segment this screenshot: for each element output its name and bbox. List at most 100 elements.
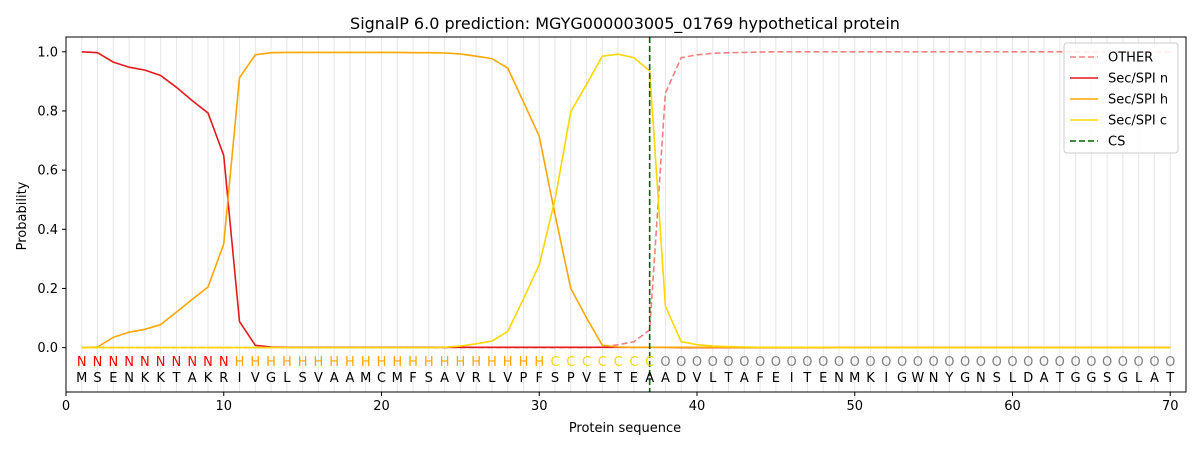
region-label: O bbox=[739, 355, 749, 370]
residue-letter: E bbox=[109, 371, 117, 386]
region-label: H bbox=[298, 355, 308, 370]
legend-label: Sec/SPI h bbox=[1108, 93, 1168, 108]
residue-letter: M bbox=[76, 371, 87, 386]
residue-letter: S bbox=[298, 371, 306, 386]
region-label: O bbox=[692, 355, 702, 370]
residue-letter: L bbox=[283, 371, 291, 386]
residue-letter: S bbox=[425, 371, 433, 386]
region-label: C bbox=[614, 355, 623, 370]
region-label: O bbox=[976, 355, 986, 370]
region-label: O bbox=[1007, 355, 1017, 370]
y-axis-ticks: 0.0 0.2 0.4 0.6 0.8 1.0 bbox=[37, 45, 66, 356]
region-label: N bbox=[77, 355, 87, 370]
region-label: C bbox=[582, 355, 591, 370]
residue-letter: K bbox=[156, 371, 165, 386]
region-label: O bbox=[787, 355, 797, 370]
residue-letter: S bbox=[1103, 371, 1111, 386]
residue-letter: Y bbox=[944, 371, 953, 386]
region-label: O bbox=[1102, 355, 1112, 370]
region-label: O bbox=[881, 355, 891, 370]
residue-letter: T bbox=[1165, 371, 1174, 386]
residue-letter: N bbox=[834, 371, 844, 386]
y-tick-label: 0.6 bbox=[37, 164, 58, 179]
region-label: O bbox=[1055, 355, 1065, 370]
residue-letter: G bbox=[266, 371, 276, 386]
residue-letter: T bbox=[1055, 371, 1064, 386]
residue-letter: L bbox=[709, 371, 717, 386]
x-tick-label: 60 bbox=[1004, 399, 1021, 414]
residue-letter: V bbox=[582, 371, 591, 386]
y-tick-label: 0.4 bbox=[37, 223, 58, 238]
region-label: O bbox=[708, 355, 718, 370]
residue-letter: F bbox=[409, 371, 416, 386]
residue-letter: T bbox=[724, 371, 733, 386]
series-layer bbox=[81, 50, 1171, 349]
residue-letter: V bbox=[456, 371, 465, 386]
residue-letter: I bbox=[884, 371, 888, 386]
region-label: O bbox=[802, 355, 812, 370]
region-label: H bbox=[345, 355, 355, 370]
region-label: O bbox=[1149, 355, 1159, 370]
region-label: O bbox=[944, 355, 954, 370]
region-label: N bbox=[124, 355, 134, 370]
residue-letter: G bbox=[1086, 371, 1096, 386]
x-tick-label: 70 bbox=[1162, 399, 1179, 414]
residue-letter: M bbox=[849, 371, 860, 386]
region-label: H bbox=[424, 355, 434, 370]
residue-letter: M bbox=[392, 371, 403, 386]
region-label: N bbox=[156, 355, 166, 370]
x-tick-label: 20 bbox=[373, 399, 390, 414]
residue-letter: P bbox=[567, 371, 575, 386]
residue-letter: W bbox=[911, 371, 924, 386]
residue-letter: A bbox=[645, 371, 654, 386]
residue-letter: S bbox=[993, 371, 1001, 386]
residue-letter: G bbox=[897, 371, 907, 386]
region-label: H bbox=[455, 355, 465, 370]
region-label: H bbox=[235, 355, 245, 370]
region-label: N bbox=[187, 355, 197, 370]
residue-letter: K bbox=[866, 371, 875, 386]
y-tick-label: 0.0 bbox=[37, 341, 58, 356]
legend-label: CS bbox=[1108, 135, 1125, 150]
x-tick-label: 50 bbox=[846, 399, 863, 414]
residue-letter: C bbox=[377, 371, 386, 386]
residue-letter: A bbox=[1150, 371, 1159, 386]
y-axis-title: Probability bbox=[15, 181, 30, 250]
region-label: C bbox=[550, 355, 559, 370]
y-tick-label: 0.2 bbox=[37, 282, 58, 297]
residue-letter: A bbox=[661, 371, 670, 386]
residue-letter: E bbox=[772, 371, 780, 386]
region-label: O bbox=[1070, 355, 1080, 370]
region-label: N bbox=[108, 355, 118, 370]
residue-letter: G bbox=[1118, 371, 1128, 386]
region-label: O bbox=[992, 355, 1002, 370]
residue-letter: G bbox=[960, 371, 970, 386]
residue-letter: M bbox=[360, 371, 371, 386]
residue-letter: A bbox=[345, 371, 354, 386]
region-label: C bbox=[566, 355, 575, 370]
x-tick-label: 10 bbox=[215, 399, 232, 414]
region-label: H bbox=[314, 355, 324, 370]
region-label: H bbox=[503, 355, 513, 370]
region-label: O bbox=[928, 355, 938, 370]
residue-letter: N bbox=[976, 371, 986, 386]
x-tick-label: 30 bbox=[531, 399, 548, 414]
residue-letter: A bbox=[740, 371, 749, 386]
region-label: H bbox=[250, 355, 260, 370]
residue-letter: L bbox=[488, 371, 496, 386]
legend-label: OTHER bbox=[1108, 51, 1153, 66]
legend: OTHER Sec/SPI n Sec/SPI h Sec/SPI c CS bbox=[1063, 42, 1179, 154]
residue-letter: T bbox=[171, 371, 180, 386]
residue-letter: G bbox=[1071, 371, 1081, 386]
residue-letter: R bbox=[472, 371, 481, 386]
vertical-grid bbox=[81, 37, 1171, 392]
plot-frame bbox=[65, 36, 1187, 393]
residue-letter: E bbox=[630, 371, 638, 386]
y-tick-label: 0.8 bbox=[37, 104, 58, 119]
residue-letter: P bbox=[520, 371, 528, 386]
region-label: O bbox=[818, 355, 828, 370]
region-label: H bbox=[361, 355, 371, 370]
region-label: N bbox=[172, 355, 182, 370]
region-label: N bbox=[203, 355, 213, 370]
